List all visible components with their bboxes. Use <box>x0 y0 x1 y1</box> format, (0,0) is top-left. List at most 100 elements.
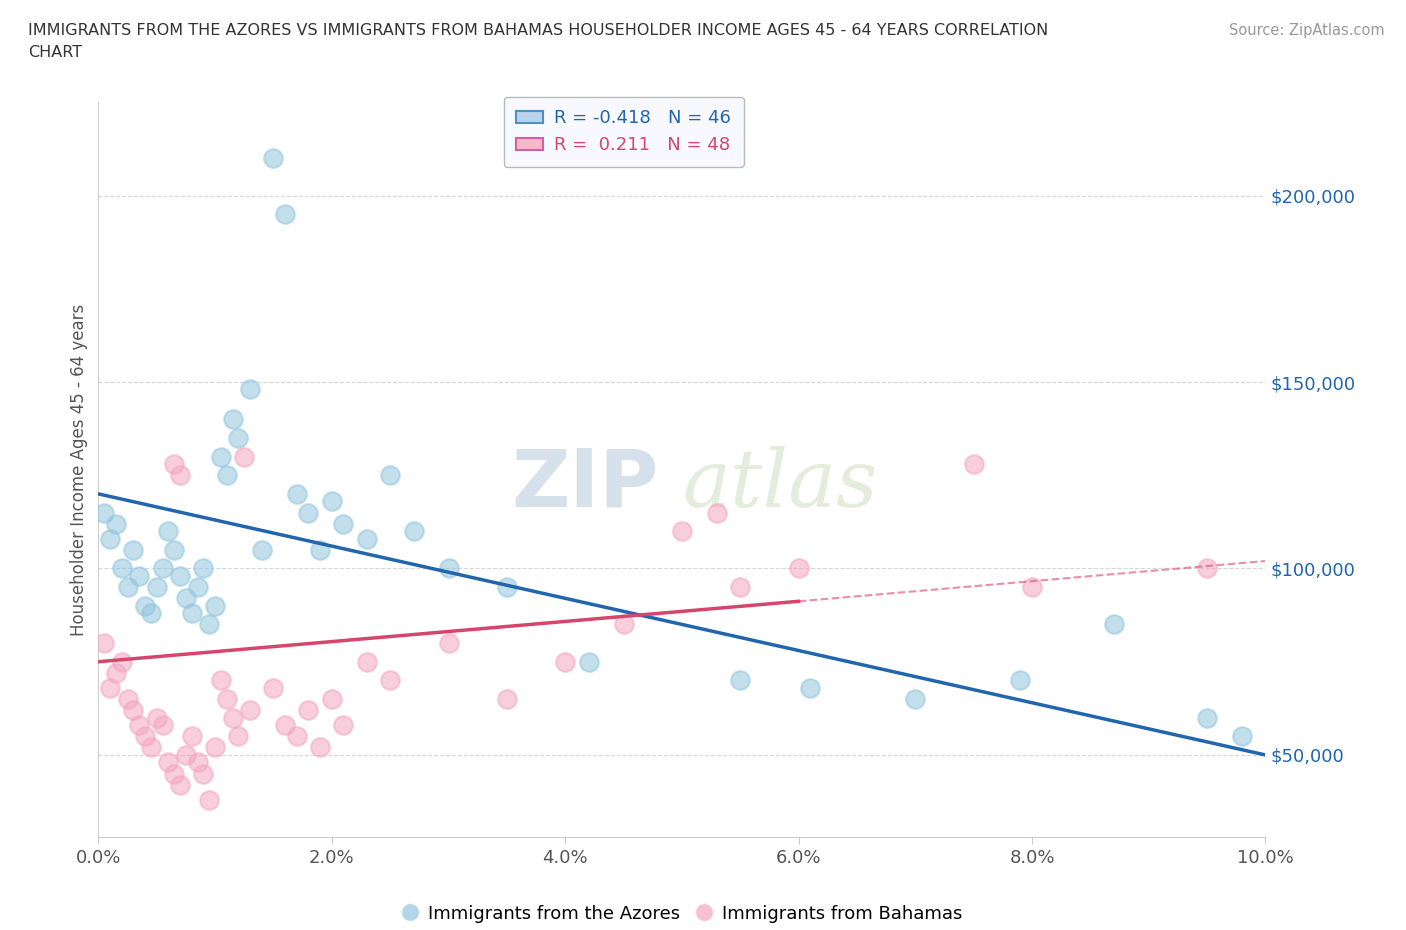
Point <box>163 766 186 781</box>
Point <box>799 681 821 696</box>
Point <box>98 681 121 696</box>
Point <box>187 755 209 770</box>
Point <box>380 673 402 688</box>
Point <box>285 729 308 744</box>
Point <box>193 766 215 781</box>
Point <box>93 505 115 520</box>
Point <box>321 494 343 509</box>
Point <box>706 505 728 520</box>
Point <box>1021 579 1043 594</box>
Point <box>904 692 927 707</box>
Point <box>496 692 519 707</box>
Point <box>1010 673 1032 688</box>
Point <box>93 635 115 650</box>
Point <box>1230 729 1253 744</box>
Point <box>134 729 156 744</box>
Point <box>111 561 134 576</box>
Legend: Immigrants from the Azores, Immigrants from Bahamas: Immigrants from the Azores, Immigrants f… <box>394 897 970 930</box>
Point <box>297 703 319 718</box>
Point <box>233 449 256 464</box>
Point <box>221 711 243 725</box>
Point <box>285 486 308 501</box>
Point <box>228 729 250 744</box>
Point <box>174 591 197 605</box>
Point <box>332 718 354 733</box>
Point <box>274 206 297 221</box>
Text: IMMIGRANTS FROM THE AZORES VS IMMIGRANTS FROM BAHAMAS HOUSEHOLDER INCOME AGES 45: IMMIGRANTS FROM THE AZORES VS IMMIGRANTS… <box>28 23 1049 38</box>
Point <box>152 561 174 576</box>
Point <box>730 579 752 594</box>
Point <box>215 468 238 483</box>
Point <box>111 655 134 670</box>
Point <box>671 524 693 538</box>
Point <box>578 655 600 670</box>
Point <box>180 605 202 620</box>
Text: CHART: CHART <box>28 45 82 60</box>
Point <box>321 692 343 707</box>
Point <box>157 524 180 538</box>
Point <box>169 468 191 483</box>
Point <box>198 792 221 807</box>
Point <box>274 718 297 733</box>
Point <box>962 457 984 472</box>
Point <box>117 692 139 707</box>
Point <box>554 655 576 670</box>
Point <box>139 740 162 755</box>
Point <box>787 561 810 576</box>
Point <box>437 561 460 576</box>
Point <box>221 412 243 427</box>
Point <box>146 579 169 594</box>
Point <box>209 449 232 464</box>
Point <box>122 542 145 557</box>
Point <box>128 568 150 583</box>
Point <box>146 711 169 725</box>
Point <box>193 561 215 576</box>
Point <box>297 505 319 520</box>
Text: ZIP: ZIP <box>512 445 658 524</box>
Point <box>204 598 226 613</box>
Point <box>169 568 191 583</box>
Point <box>613 617 636 631</box>
Point <box>1102 617 1125 631</box>
Point <box>263 681 285 696</box>
Y-axis label: Householder Income Ages 45 - 64 years: Householder Income Ages 45 - 64 years <box>70 303 89 636</box>
Point <box>139 605 162 620</box>
Point <box>380 468 402 483</box>
Point <box>169 777 191 792</box>
Point <box>122 703 145 718</box>
Point <box>402 524 425 538</box>
Point <box>309 542 332 557</box>
Point <box>730 673 752 688</box>
Point <box>104 516 127 531</box>
Point <box>215 692 238 707</box>
Point <box>239 382 262 397</box>
Point <box>356 531 378 546</box>
Point <box>157 755 180 770</box>
Point <box>204 740 226 755</box>
Point <box>180 729 202 744</box>
Point <box>163 457 186 472</box>
Point <box>117 579 139 594</box>
Point <box>128 718 150 733</box>
Point <box>239 703 262 718</box>
Point <box>98 531 121 546</box>
Point <box>356 655 378 670</box>
Text: atlas: atlas <box>682 445 877 523</box>
Point <box>437 635 460 650</box>
Point <box>1197 711 1219 725</box>
Point <box>332 516 354 531</box>
Point <box>187 579 209 594</box>
Point <box>1197 561 1219 576</box>
Text: Source: ZipAtlas.com: Source: ZipAtlas.com <box>1229 23 1385 38</box>
Point <box>198 617 221 631</box>
Point <box>174 748 197 763</box>
Point <box>209 673 232 688</box>
Point <box>163 542 186 557</box>
Point <box>228 431 250 445</box>
Point <box>263 151 285 166</box>
Point <box>152 718 174 733</box>
Point <box>104 666 127 681</box>
Point <box>134 598 156 613</box>
Point <box>309 740 332 755</box>
Point <box>250 542 273 557</box>
